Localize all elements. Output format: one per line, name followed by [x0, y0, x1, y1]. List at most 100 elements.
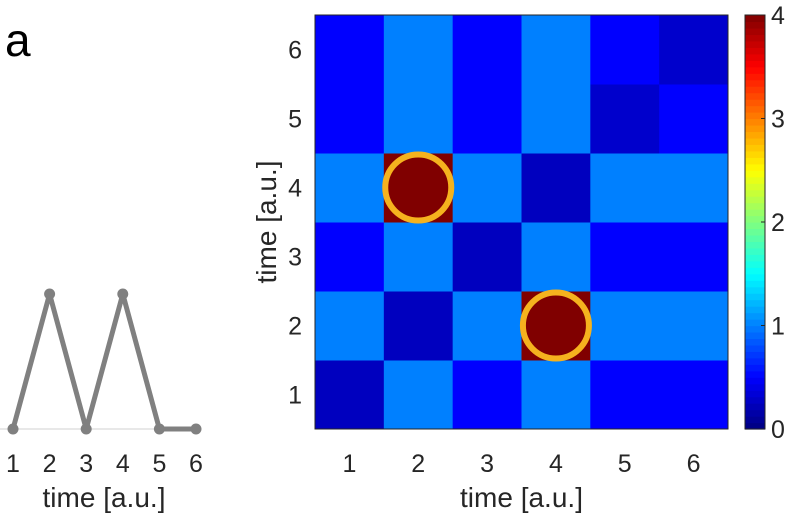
heatmap-cell	[521, 360, 591, 430]
colorbar-step	[745, 131, 765, 139]
colorbar-tick-label: 3	[771, 106, 785, 134]
data-point	[7, 423, 19, 435]
heatmap-cell	[315, 153, 385, 223]
x-tick-label: 3	[480, 450, 494, 478]
colorbar-step	[745, 383, 765, 391]
x-axis-label: time [a.u.]	[43, 482, 166, 513]
colorbar-step	[745, 364, 765, 372]
colorbar-step	[745, 260, 765, 268]
x-tick-label: 5	[152, 450, 166, 478]
y-tick-label: 3	[288, 244, 302, 272]
colorbar-step	[745, 40, 765, 48]
colorbar-step	[745, 280, 765, 288]
heatmap-cell	[659, 153, 729, 223]
colorbar-step	[745, 331, 765, 340]
colorbar-step	[745, 390, 765, 398]
colorbar-step	[745, 254, 765, 262]
heatmap-cell	[590, 291, 660, 361]
x-tick-label: 1	[342, 450, 356, 478]
colorbar-step	[745, 357, 765, 365]
colorbar-tick-label: 4	[771, 2, 785, 30]
x-tick-label: 2	[411, 450, 425, 478]
heatmap-cell	[315, 291, 385, 361]
colorbar-step	[745, 306, 765, 314]
x-tick-label: 6	[687, 450, 701, 478]
heatmap-cell	[590, 84, 660, 154]
heatmap-cell	[521, 15, 591, 85]
heatmap-cell	[315, 15, 385, 85]
heatmap-cell	[659, 15, 729, 85]
data-point	[190, 423, 202, 435]
colorbar-step	[745, 47, 765, 55]
y-tick-label: 2	[288, 313, 302, 341]
highlight-circle	[382, 151, 455, 224]
heatmap-cell	[590, 15, 660, 85]
x-tick-label: 4	[549, 450, 563, 478]
heatmap-cell	[315, 222, 385, 292]
colorbar-step	[745, 377, 765, 385]
colorbar-step	[745, 273, 765, 281]
colorbar-step	[745, 196, 765, 204]
colorbar-step	[745, 344, 765, 352]
colorbar-step	[745, 60, 765, 68]
x-tick-label: 2	[43, 450, 57, 478]
heatmap-cell	[452, 15, 522, 85]
colorbar-step	[745, 338, 765, 346]
y-tick-label: 6	[288, 37, 302, 65]
colorbar-step	[745, 416, 765, 424]
colorbar: 0 1 2 3 4	[744, 2, 785, 444]
line-chart: 1 2 3 4 5 6 time [a.u.]	[0, 288, 203, 513]
colorbar-step	[745, 21, 765, 29]
x-tick-label: 6	[189, 450, 203, 478]
series-line	[10, 291, 196, 432]
y-tick-label: 5	[288, 106, 302, 134]
colorbar-step	[745, 370, 765, 378]
heatmap-cell	[452, 291, 522, 361]
colorbar-step	[745, 422, 765, 430]
heatmap-cell	[383, 84, 454, 154]
colorbar-step	[745, 170, 765, 178]
colorbar-step	[745, 222, 765, 230]
colorbar-step	[745, 144, 765, 152]
colorbar-step	[745, 286, 765, 294]
colorbar-step	[745, 124, 765, 133]
colorbar-step	[745, 409, 765, 417]
colorbar-step	[745, 150, 765, 158]
heatmap-cell	[452, 84, 522, 154]
heatmap-cell	[452, 153, 522, 223]
colorbar-step	[745, 73, 765, 81]
colorbar-step	[745, 293, 765, 301]
colorbar-step	[745, 66, 765, 74]
colorbar-tick-label: 2	[771, 209, 785, 237]
colorbar-step	[745, 267, 765, 275]
colorbar-step	[745, 86, 765, 94]
colorbar-step	[745, 27, 765, 36]
x-tick-label: 4	[116, 450, 130, 478]
colorbar-step	[745, 299, 765, 307]
y-tick-label: 1	[288, 382, 302, 410]
colorbar-step	[745, 53, 765, 61]
colorbar-step	[745, 176, 765, 184]
colorbar-step	[745, 189, 765, 197]
colorbar-step	[745, 209, 765, 217]
colorbar-step	[745, 396, 765, 404]
colorbar-step	[745, 34, 765, 42]
colorbar-step	[745, 403, 765, 411]
heatmap-cell	[590, 153, 660, 223]
data-point	[80, 423, 92, 435]
colorbar-step	[745, 105, 765, 113]
heatmap-cell	[383, 222, 454, 292]
colorbar-step	[745, 112, 765, 120]
colorbar-step	[745, 137, 765, 145]
highlight-circle	[519, 289, 592, 362]
colorbar-step	[745, 351, 765, 359]
colorbar-step	[745, 15, 765, 23]
colorbar-step	[745, 118, 765, 126]
heatmap-cell	[659, 222, 729, 292]
colorbar-step	[745, 202, 765, 210]
heatmap-cell	[521, 84, 591, 154]
heatmap-cell	[452, 360, 522, 430]
colorbar-step	[745, 247, 765, 255]
heatmap-cell	[315, 84, 385, 154]
